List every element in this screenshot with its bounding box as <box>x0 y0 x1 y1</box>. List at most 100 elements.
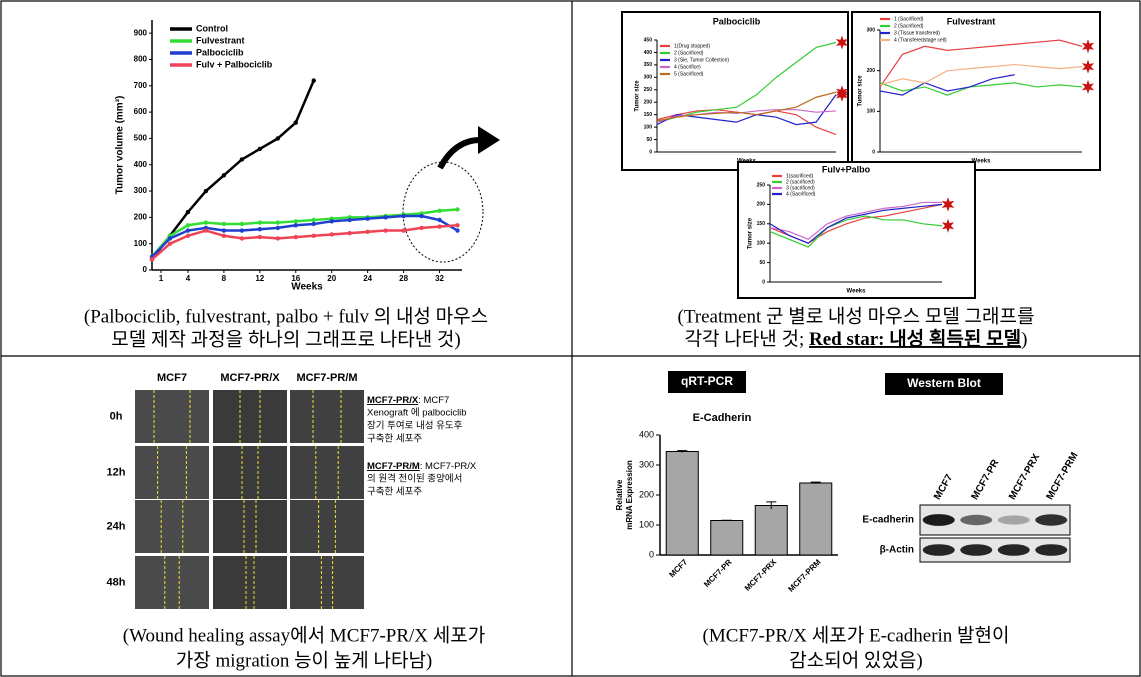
data-point <box>419 213 424 219</box>
row-label: 48h <box>107 576 126 588</box>
note-line: 의 원격 전이된 종양에서 <box>367 473 462 485</box>
data-point <box>275 236 280 241</box>
data-point <box>221 233 227 238</box>
legend-label: 4 (Sacrifice) <box>674 64 701 70</box>
note-term: MCF7-PR/X <box>367 395 419 406</box>
badge-label: qRT-PCR <box>681 374 733 388</box>
row-label: E-cadherin <box>862 515 914 526</box>
wound-image <box>135 500 209 553</box>
caption: 감소되어 있었음) <box>789 649 922 671</box>
x-tick-label: 24 <box>363 274 372 283</box>
blot-band <box>1035 514 1068 526</box>
wound-image <box>135 390 209 443</box>
y-tick-label: 150 <box>644 112 653 118</box>
data-point <box>257 146 263 152</box>
data-point <box>401 228 406 233</box>
legend-label: 2 (Sacrificed) <box>674 50 704 56</box>
y-tick-label: 400 <box>134 160 148 169</box>
y-tick-label: 100 <box>867 109 876 115</box>
caption-part: 각각 나타낸 것; <box>685 328 809 350</box>
data-point <box>239 157 245 162</box>
data-point <box>275 220 280 225</box>
y-tick-label: 350 <box>644 62 653 68</box>
data-point <box>239 236 245 241</box>
x-tick-label: 1 <box>159 274 164 283</box>
legend-label: 3 (Tissue transfered) <box>894 30 940 36</box>
data-point <box>311 78 316 83</box>
red-star <box>835 35 849 50</box>
subchart-frame <box>851 11 1101 171</box>
column-label: MCF7 <box>157 372 187 384</box>
y-tick-label: 100 <box>644 124 653 130</box>
blot-band <box>922 544 955 556</box>
x-tick-label: 4 <box>186 274 191 283</box>
red-star <box>1081 59 1095 74</box>
wound-image <box>213 556 287 609</box>
blot-band <box>922 514 955 526</box>
y-tick-label: 450 <box>644 37 653 43</box>
y-tick-label: 500 <box>134 134 148 143</box>
data-point <box>437 208 442 213</box>
bar <box>665 451 699 556</box>
data-point <box>401 213 406 219</box>
data-point <box>311 233 316 238</box>
data-point <box>365 229 370 235</box>
data-point <box>239 221 245 227</box>
data-point <box>311 217 316 223</box>
subchart-frame <box>621 11 849 171</box>
series-line <box>879 63 1083 86</box>
caption: (MCF7-PR/X 세포가 E-cadherin 발현이 <box>703 624 1010 646</box>
series-line <box>151 214 459 258</box>
caption-emphasis: Red star: 내성 획득된 모델 <box>809 328 1021 350</box>
wound-image <box>135 556 209 609</box>
legend-label: Palbociclib <box>196 47 244 57</box>
note-line: 장기 투여로 내성 유도후 <box>367 420 463 432</box>
chart-title: Palbociclib <box>713 16 761 26</box>
data-point <box>221 173 227 178</box>
legend-label: Control <box>196 23 228 33</box>
legend-label: 2 (Sacrificed) <box>894 23 924 29</box>
legend-label: Fulv + Palbociclib <box>196 59 273 69</box>
y-axis-label: Tumor size <box>635 80 641 112</box>
blot-band <box>1035 544 1068 556</box>
y-tick-label: 100 <box>639 519 654 529</box>
data-point <box>221 221 227 227</box>
wound-image <box>135 446 209 499</box>
data-point <box>275 136 280 141</box>
x-tick-label: MCF7 <box>667 557 689 579</box>
data-point <box>203 228 209 233</box>
y-tick-label: 400 <box>644 50 653 56</box>
x-axis-label: Weeks <box>291 282 323 293</box>
chart-title: E-Cadherin <box>693 412 752 424</box>
chart-title: Fulv+Palbo <box>822 164 871 174</box>
data-point <box>203 220 209 225</box>
legend-label: 4 (Sacrificed) <box>786 191 816 197</box>
data-point <box>437 224 442 229</box>
y-tick-label: 0 <box>649 149 652 155</box>
y-tick-label: 0 <box>872 149 875 155</box>
x-axis-label: Weeks <box>737 159 757 165</box>
caption: 모델 제작 과정을 하나의 그래프로 나타낸 것) <box>111 328 460 350</box>
red-star <box>941 197 955 212</box>
data-point <box>455 223 460 228</box>
data-point <box>185 233 191 238</box>
legend-label: 3 (Sie, Tumor Collection) <box>674 57 729 63</box>
column-label: MCF7-PR/M <box>296 372 357 384</box>
y-tick-label: 300 <box>134 186 148 195</box>
series-line <box>151 208 458 258</box>
note-term: MCF7-PR/M <box>367 461 420 472</box>
row-label: 0h <box>110 410 123 422</box>
y-axis-label: Tumor size <box>858 75 864 107</box>
data-point <box>275 225 280 231</box>
chart-title: Fulvestrant <box>947 16 996 26</box>
wound-image <box>290 390 364 443</box>
x-tick-label: 8 <box>222 274 227 283</box>
data-point <box>455 228 460 233</box>
highlight-circle <box>402 161 484 263</box>
red-star <box>1081 39 1095 54</box>
series-line <box>656 109 837 123</box>
blot-band <box>960 514 993 526</box>
series-line <box>879 74 1015 96</box>
data-point <box>347 230 352 236</box>
